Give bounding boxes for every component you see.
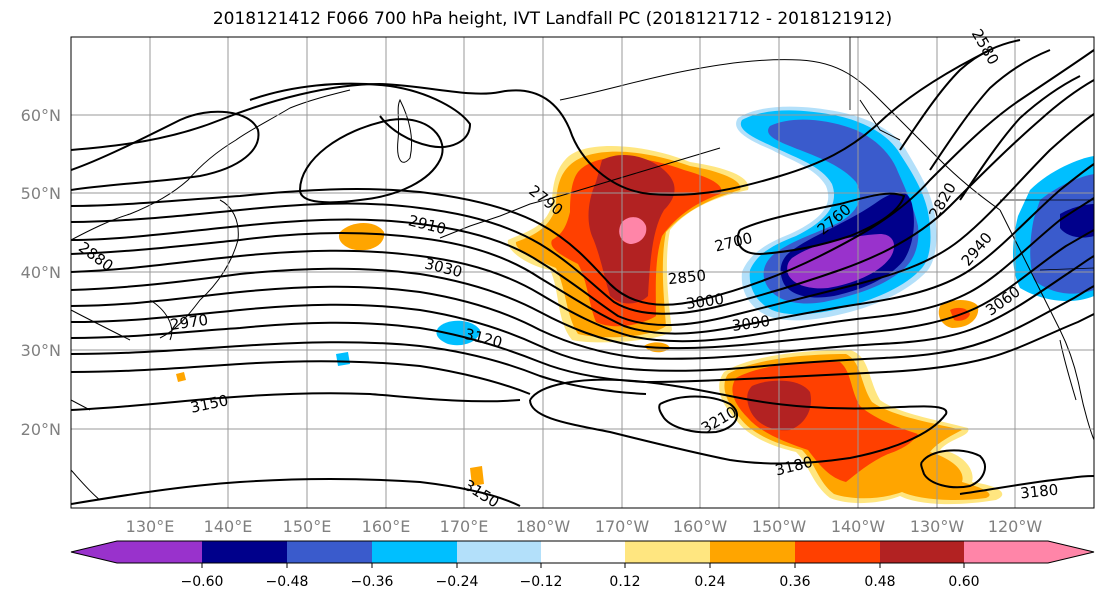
lon-tick-label: 160°W bbox=[673, 517, 728, 536]
fill-neg-west-coast-3 bbox=[1060, 204, 1094, 238]
colorbar-tick-label: 0.24 bbox=[694, 574, 725, 590]
contour-2940 bbox=[71, 197, 1094, 343]
colorbar-segment bbox=[457, 541, 541, 563]
lat-tick-label: 40°N bbox=[21, 263, 61, 282]
colorbar-segment bbox=[372, 541, 457, 563]
lon-tick-label: 140°E bbox=[204, 517, 253, 536]
contour-3000 bbox=[71, 255, 1094, 360]
lon-tick-label: 150°E bbox=[283, 517, 332, 536]
contour-2880 bbox=[71, 113, 1094, 327]
contour-2970 bbox=[71, 229, 1094, 350]
colorbar-segment bbox=[202, 541, 287, 563]
coastline-kamchatka bbox=[397, 98, 413, 163]
contour-2850 bbox=[71, 79, 1094, 315]
lon-tick-label: 120°W bbox=[988, 517, 1043, 536]
contour-outer-2 bbox=[249, 82, 472, 148]
lat-tick-label: 30°N bbox=[21, 341, 61, 360]
contour-3090 bbox=[71, 341, 647, 395]
contour-label: 3030 bbox=[423, 254, 464, 281]
lon-tick-label: 160°E bbox=[362, 517, 411, 536]
colorbar-segment bbox=[541, 541, 625, 563]
fill-neg-west-coast-2 bbox=[1030, 174, 1094, 294]
contour-label: 2940 bbox=[958, 229, 996, 270]
country-borders bbox=[849, 37, 1094, 271]
contour-outer-1 bbox=[71, 49, 991, 196]
lon-tick-label: 130°E bbox=[126, 517, 175, 536]
contour-3150 bbox=[71, 392, 521, 411]
colorbar-segment bbox=[964, 541, 1048, 563]
colorbar-segment bbox=[117, 541, 202, 563]
longitude-ticks: 130°E 140°E 150°E 160°E 170°E 180°W 170°… bbox=[126, 517, 1043, 536]
colorbar-tick-label: −0.60 bbox=[181, 574, 224, 590]
colorbar-segment bbox=[625, 541, 710, 563]
negative-anomaly-gulf-of-alaska bbox=[336, 106, 1094, 366]
lat-tick-label: 60°N bbox=[21, 106, 61, 125]
colorbar-outline bbox=[70, 540, 1095, 564]
contour-label: 3090 bbox=[731, 312, 771, 335]
colorbar-tick-label: −0.48 bbox=[266, 574, 309, 590]
contour-label: 2850 bbox=[667, 266, 707, 288]
height-contours bbox=[71, 39, 1094, 507]
colorbar-tick-label: −0.24 bbox=[436, 574, 479, 590]
colorbar-tick-label: −0.36 bbox=[351, 574, 394, 590]
contour-2790 bbox=[71, 49, 1094, 306]
colorbar-segment bbox=[710, 541, 795, 563]
gridlines bbox=[71, 37, 1094, 508]
fill-neg-060 bbox=[787, 234, 895, 289]
contour-label: 2910 bbox=[407, 211, 448, 238]
lon-tick-label: 180°W bbox=[516, 517, 571, 536]
colorbar-tick-label: 0.36 bbox=[779, 574, 810, 590]
fill-pos-060 bbox=[619, 217, 647, 244]
colorbar-tick-label: 0.12 bbox=[609, 574, 640, 590]
contour-north-ridge bbox=[899, 39, 1081, 201]
colorbar-tick-label: 0.48 bbox=[864, 574, 895, 590]
lon-tick-label: 150°W bbox=[752, 517, 807, 536]
contour-3210-closed bbox=[658, 395, 738, 434]
latitude-ticks: 20°N 30°N 40°N 50°N 60°N bbox=[21, 106, 61, 439]
contour-closed-kamchatka bbox=[299, 118, 444, 204]
contour-label: 3180 bbox=[1019, 481, 1059, 503]
colorbar-segment bbox=[287, 541, 372, 563]
fill-neg-small-2 bbox=[336, 352, 350, 366]
colorbar: −0.60 −0.48 −0.36 −0.24 −0.12 0.12 0.24 … bbox=[70, 540, 1095, 590]
contour-3030 bbox=[71, 285, 1094, 372]
colorbar-ticks bbox=[201, 563, 965, 568]
fill-pos-small-1 bbox=[338, 223, 385, 251]
contour-3120 bbox=[71, 360, 531, 395]
fill-pos-small-5 bbox=[470, 466, 484, 486]
contour-closed-trough bbox=[736, 192, 906, 256]
map-title: 2018121412 F066 700 hPa height, IVT Land… bbox=[212, 9, 893, 29]
colorbar-tick-label: 0.60 bbox=[948, 574, 979, 590]
colorbar-segment-pos-extend bbox=[1048, 541, 1094, 563]
colorbar-segment-neg-extend bbox=[71, 541, 117, 563]
contour-closed-low-siberia bbox=[71, 110, 260, 191]
plot-frame bbox=[70, 36, 1095, 509]
coastline-baja bbox=[1059, 339, 1077, 401]
contour-label: 3150 bbox=[189, 391, 230, 417]
lat-tick-label: 50°N bbox=[21, 184, 61, 203]
lon-tick-label: 170°E bbox=[440, 517, 489, 536]
contour-2910 bbox=[71, 163, 1094, 335]
contour-3180-south bbox=[71, 449, 1094, 507]
coastline-alaska bbox=[559, 59, 1001, 211]
contour-3180-closed bbox=[529, 378, 948, 465]
colorbar-segment bbox=[880, 541, 964, 563]
lon-tick-label: 170°W bbox=[595, 517, 650, 536]
contour-label: 2970 bbox=[169, 311, 209, 334]
colorbar-tick-label: −0.12 bbox=[520, 574, 563, 590]
colorbar-segment bbox=[795, 541, 880, 563]
contour-label: 3000 bbox=[685, 290, 725, 313]
lat-tick-label: 20°N bbox=[21, 420, 61, 439]
fill-pos-small-6 bbox=[176, 372, 186, 382]
lon-tick-label: 140°W bbox=[831, 517, 886, 536]
colorbar-tick-labels: −0.60 −0.48 −0.36 −0.24 −0.12 0.12 0.24 … bbox=[181, 574, 980, 590]
lon-tick-label: 130°W bbox=[910, 517, 965, 536]
coastline-aleutians bbox=[439, 147, 721, 239]
